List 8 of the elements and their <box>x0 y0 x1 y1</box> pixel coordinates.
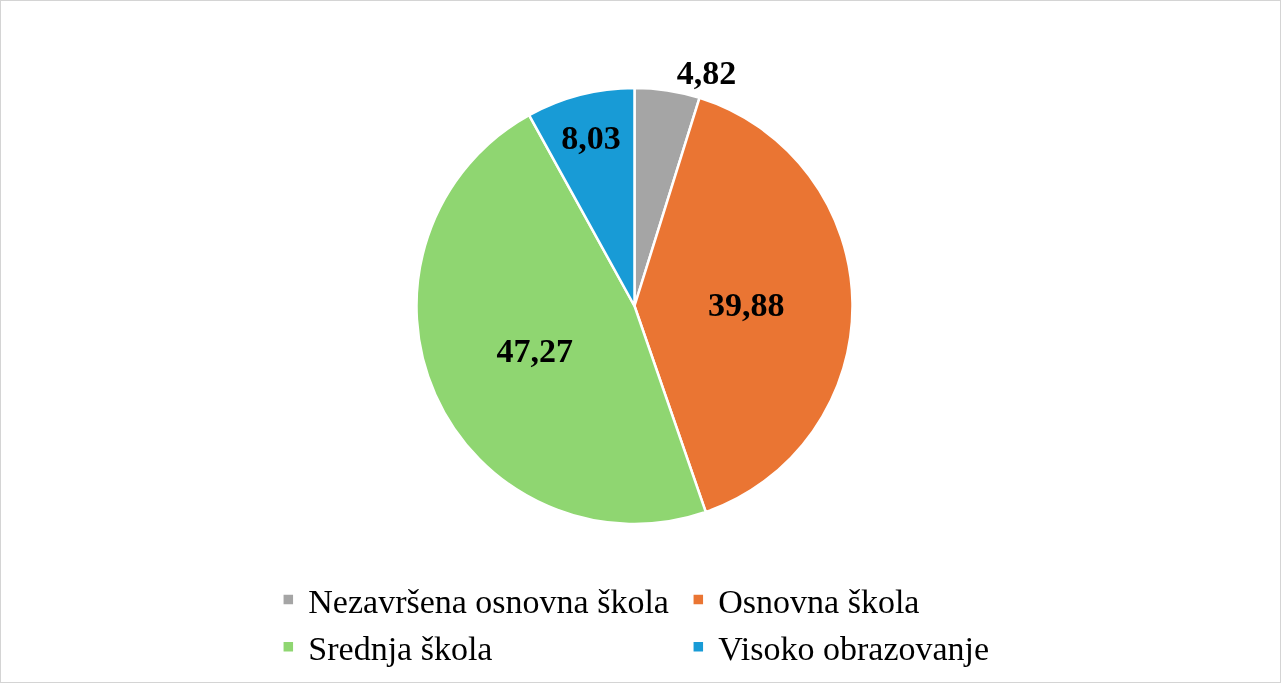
legend-label: Nezavršena osnovna škola <box>308 582 669 620</box>
legend-label: Srednja škola <box>308 630 493 668</box>
data-label: 47,27 <box>496 331 573 369</box>
legend-label: Osnovna škola <box>718 582 920 620</box>
legend-label: Visoko obrazovanje <box>718 630 990 668</box>
data-label: 39,88 <box>708 285 785 323</box>
data-label: 4,82 <box>676 53 737 91</box>
data-label: 8,03 <box>561 118 621 156</box>
